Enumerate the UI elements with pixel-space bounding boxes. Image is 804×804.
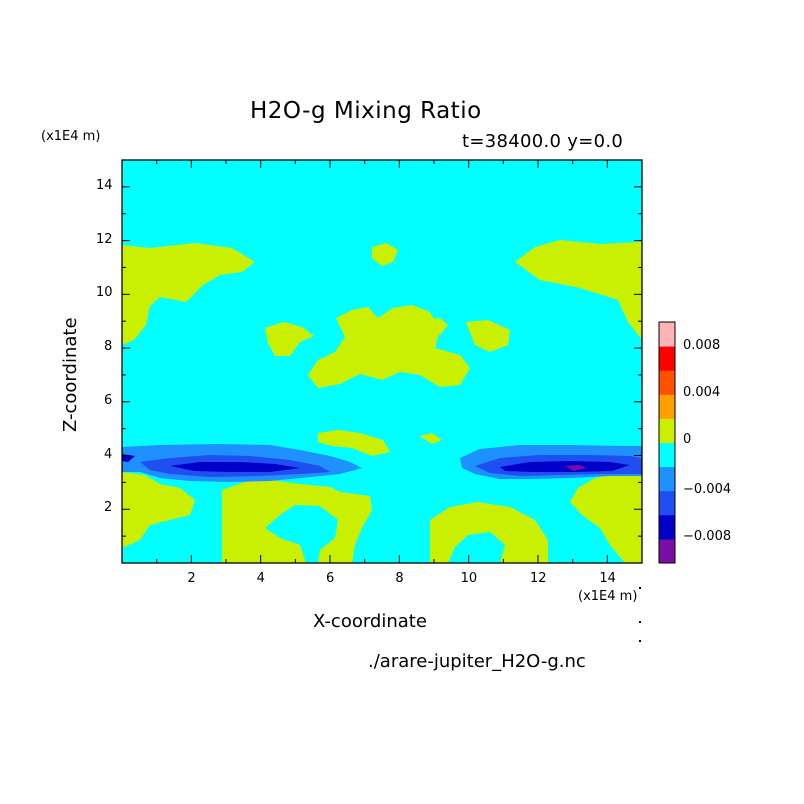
marker-dot	[639, 587, 641, 589]
chart-subtitle: t=38400.0 y=0.0	[462, 131, 624, 152]
x-axis-unit: (x1E4 m)	[578, 589, 638, 604]
colorbar-swatch	[659, 418, 675, 443]
colorbar-swatch	[659, 442, 675, 468]
positive-contour-patch	[570, 474, 642, 563]
colorbar-swatch	[659, 466, 675, 492]
marker-dot	[639, 640, 641, 642]
positive-contour-patch	[420, 318, 448, 335]
y-axis-unit: (x1E4 m)	[41, 129, 101, 144]
positive-contour-patch	[222, 480, 372, 563]
y-tick-label: 12	[96, 231, 113, 247]
colorbar-swatch	[659, 322, 675, 347]
y-tick-label: 6	[104, 392, 113, 408]
positive-contour-patch	[122, 472, 195, 548]
contour-fills	[122, 240, 642, 563]
colorbar-swatch	[659, 394, 675, 419]
y-tick-label: 14	[96, 177, 113, 193]
negative-contour-band	[170, 462, 300, 472]
colorbar-tick-label: −0.004	[683, 482, 732, 497]
x-tick-label: 6	[326, 571, 335, 586]
colorbar-tick-label: 0.004	[683, 385, 721, 400]
x-axis-label: X-coordinate	[313, 611, 427, 632]
y-axis-label: Z-coordinate	[60, 317, 81, 432]
colorbar-swatch	[659, 490, 675, 516]
colorbar-frame	[658, 321, 676, 564]
x-tick-label: 14	[599, 571, 616, 586]
colorbar-swatch	[659, 370, 675, 395]
colorbar-swatch	[659, 514, 675, 540]
positive-contour-patch	[318, 430, 390, 456]
positive-contour-patch	[265, 322, 314, 356]
positive-contour-patch	[372, 243, 398, 266]
y-tick-label: 2	[104, 500, 113, 516]
colorbar-swatch	[659, 538, 675, 564]
positive-contour-patch	[122, 243, 255, 345]
chart-title: H2O-g Mixing Ratio	[250, 98, 482, 124]
colorbar-tick-label: −0.008	[683, 529, 732, 544]
x-tick-label: 4	[256, 571, 265, 586]
colorbar-tick-label: 0	[683, 432, 692, 447]
x-tick-label: 10	[460, 571, 478, 586]
negative-contour-band	[500, 461, 630, 472]
x-tick-label: 8	[395, 571, 404, 586]
plot-frame	[121, 159, 643, 564]
negative-contour-band	[565, 465, 586, 471]
x-tick-label: 12	[530, 571, 547, 586]
source-file-label: ./arare-jupiter_H2O-g.nc	[368, 651, 586, 672]
colorbar-tick-label: 0.008	[683, 338, 721, 353]
negative-contour-band	[338, 466, 356, 472]
marker-dot	[639, 621, 641, 623]
y-tick-label: 8	[104, 339, 113, 355]
positive-contour-patch	[515, 240, 642, 340]
positive-contour-patch	[420, 433, 442, 444]
x-tick-label: 2	[187, 571, 196, 586]
positive-contour-patch	[466, 320, 510, 352]
y-tick-label: 4	[104, 446, 113, 462]
y-tick-label: 10	[96, 285, 113, 301]
positive-contour-patch	[430, 502, 548, 563]
colorbar-swatch	[659, 346, 675, 371]
